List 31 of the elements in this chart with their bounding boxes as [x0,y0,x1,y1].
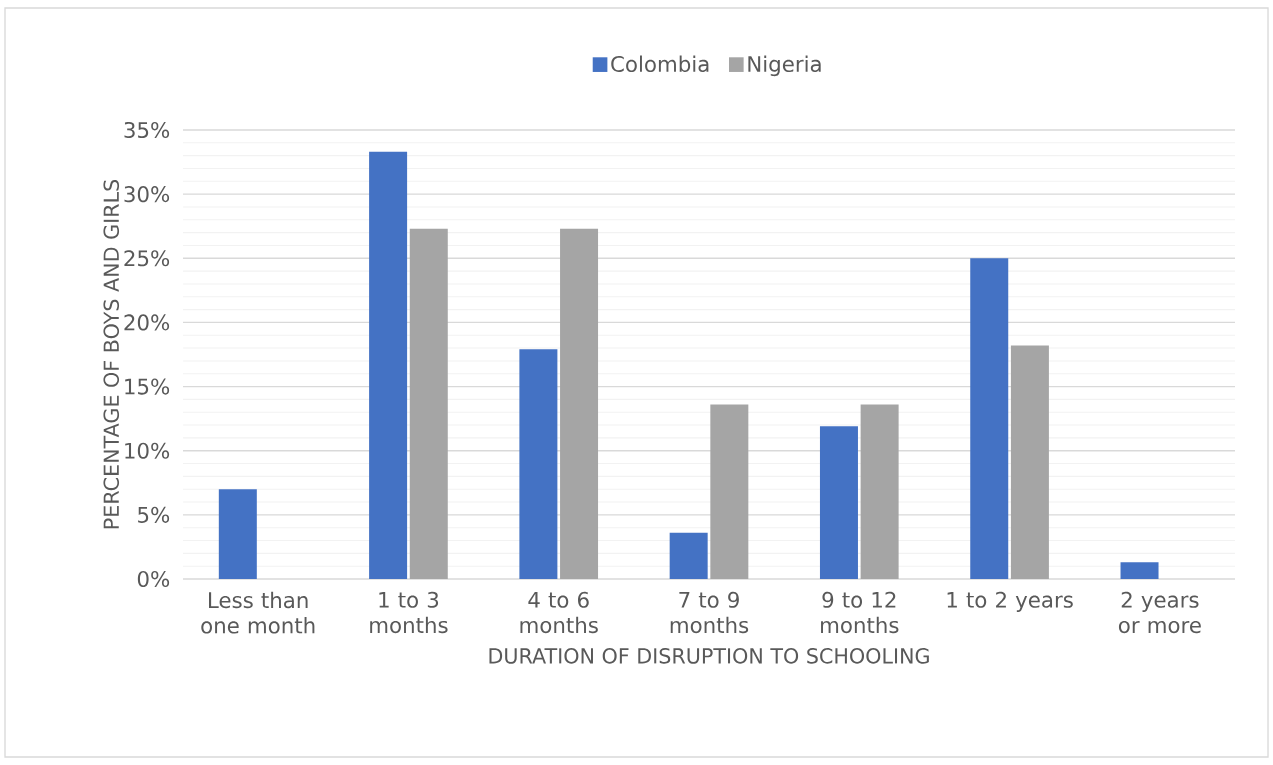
bar [519,349,558,579]
x-tick-label: 1 to 3 months [370,591,448,634]
x-tick-label: 1 to 2 years [947,591,1073,612]
x-tick-label: 2 years or more [1118,591,1201,634]
x-tick-label: 7 to 9 months [670,591,749,634]
bar [560,228,599,579]
x-tick-label: 9 to 12 months [821,591,899,634]
bar [860,404,899,579]
bar [1010,345,1049,579]
bar [1120,562,1159,579]
bar [218,489,257,579]
bar [710,404,749,579]
y-tick-label: 35% [124,121,170,139]
x-tick-label: 4 to 6 months [520,591,598,634]
y-tick-label: 10% [125,442,170,459]
bar [409,228,448,579]
y-tick-label: 0% [137,570,170,588]
y-tick-label: 25% [124,250,170,267]
y-tick-label: 30% [124,186,170,203]
legend-label: Nigeria [748,55,821,77]
legend-label: Colombia [611,55,709,73]
bar [669,532,708,579]
y-tick-label: 20% [124,314,170,331]
bar [819,426,858,579]
y-axis-title: PERCENTAGE OF BOYS AND GIRLS [103,179,120,529]
bar [369,151,408,579]
x-axis-title: DURATION OF DISRUPTION TO SCHOOLING [489,648,929,664]
y-tick-label: 15% [125,378,170,395]
y-tick-label: 5% [138,506,170,523]
x-tick-label: Less than one month [201,591,315,634]
bar [970,258,1009,579]
